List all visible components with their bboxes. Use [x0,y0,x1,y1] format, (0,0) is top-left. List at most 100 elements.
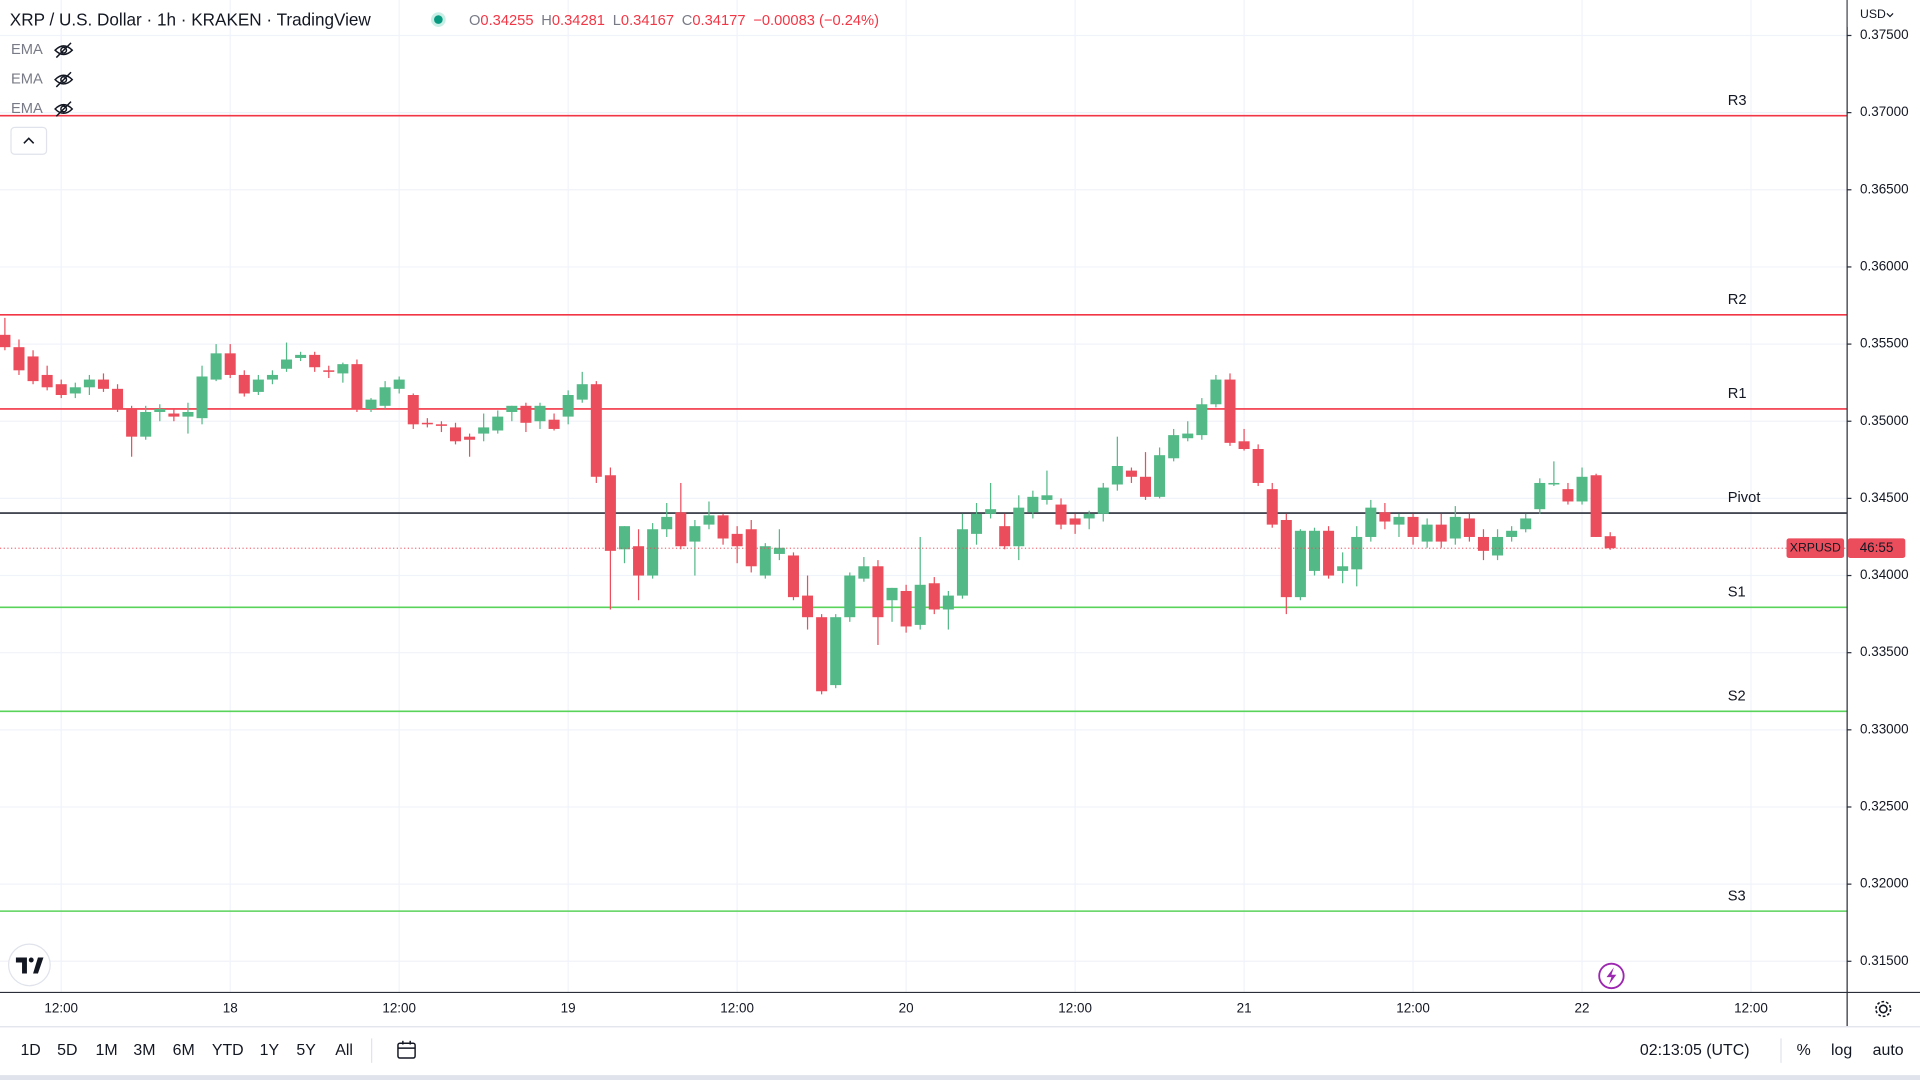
indicator-row[interactable]: EMA [11,71,74,88]
settings-gear[interactable] [1875,1000,1892,1018]
x-tick-label: 12:00 [382,1001,416,1016]
candle-body [703,515,715,525]
range-button[interactable]: 1Y [260,1042,280,1059]
range-button[interactable]: 5Y [296,1042,316,1059]
candle-body [1027,496,1039,513]
candle-body [604,475,616,551]
candle-body [534,405,546,422]
candle-body [421,422,433,425]
hidden-icon[interactable] [54,71,74,88]
indicator-row[interactable]: EMA [11,101,74,117]
currency-label[interactable]: USD [1860,7,1886,21]
pivot-label: R1 [1728,386,1747,402]
range-button[interactable]: 1M [95,1042,117,1059]
candle-body [1069,518,1081,525]
candle-body [1323,530,1335,576]
candle-body [478,427,490,434]
candle-body [196,376,208,419]
y-tick-label: 0.32500 [1860,799,1909,814]
candle-body [0,334,11,348]
candle-body [13,347,25,371]
clock[interactable]: 02:13:05 (UTC) [1640,1042,1750,1059]
candle-body [1576,476,1588,502]
candle-body [492,416,504,431]
pivot-levels: R3 R2 R1 Pivot S1 S2 S3 [0,93,1847,912]
candle-body [112,388,124,409]
candle-body [1055,504,1067,525]
candle-body [464,436,476,440]
y-tick-label: 0.37500 [1860,27,1909,42]
candle-body [83,379,95,388]
candle-body [900,590,912,627]
ohlc-key: H [541,13,552,29]
y-tick-label: 0.37000 [1860,104,1909,119]
range-button[interactable]: 6M [173,1042,195,1059]
candle-body [1463,518,1475,537]
range-button[interactable]: All [335,1042,353,1059]
candle-body [1125,470,1137,477]
status-dot [434,15,443,24]
y-tick-label: 0.33500 [1860,644,1909,659]
ohlc-value: 0.34177 [692,13,745,29]
candle-body [238,374,250,394]
indicator-row[interactable]: EMA [11,42,74,59]
x-tick-label: 12:00 [1734,1001,1768,1016]
candle-body [351,364,363,409]
candle-body [759,546,771,576]
candle-body [999,526,1011,547]
candle-body [1477,536,1489,551]
scale-option[interactable]: % [1797,1042,1811,1059]
range-button[interactable]: YTD [212,1042,244,1059]
candle-body [224,353,236,375]
range-button[interactable]: 1D [20,1042,40,1059]
candle-body [562,395,574,417]
hidden-icon[interactable] [54,101,74,117]
candle-body [1140,476,1152,497]
candle-body [886,587,898,601]
candle-body [1590,475,1602,537]
candle-body [1604,536,1616,549]
candle-body [126,408,138,437]
candle-body [266,374,278,380]
candle-body [27,356,39,382]
candle-body [787,555,799,598]
price-tag: XRPUSD 46:55 [0,538,1906,559]
y-tick-label: 0.36500 [1860,181,1909,196]
x-tick-label: 20 [899,1001,914,1016]
range-button[interactable]: 3M [133,1042,155,1059]
candle-body [956,529,968,596]
ohlc-values: O0.34255 H0.34281 L0.34167 C0.34177 −0.0… [469,13,879,29]
x-tick-label: 12:00 [720,1001,754,1016]
grid [0,0,1847,992]
candle-body [407,395,419,425]
candle-body [1407,516,1419,537]
lightning-button[interactable] [1598,962,1625,990]
logo-dot [28,957,34,963]
countdown: 46:55 [1860,540,1894,555]
ohlc-key: C [682,13,693,29]
tradingview-logo[interactable] [7,943,51,987]
candle-body [506,405,518,412]
hidden-icon[interactable] [54,42,74,59]
indicator-name: EMA [11,42,43,58]
date-range-button[interactable] [397,1040,416,1059]
scale-option[interactable]: auto [1873,1042,1904,1059]
candle-body [281,359,293,369]
pivot-label: R3 [1728,93,1747,109]
y-tick-label: 0.34500 [1860,490,1909,505]
candle-body [548,419,560,429]
candle-body [1168,435,1180,459]
collapse-button[interactable] [10,126,48,155]
candle-body [1210,379,1222,405]
candle-body [717,515,729,539]
candle-body [1337,566,1349,571]
x-tick-label: 19 [561,1001,576,1016]
candle-body [1182,433,1194,439]
pivot-label: S1 [1728,585,1746,601]
range-button[interactable]: 5D [57,1042,77,1059]
indicator-name: EMA [11,71,43,87]
ohlc-value: 0.34167 [621,13,674,29]
candle-body [731,533,743,547]
scale-option[interactable]: log [1831,1042,1852,1059]
